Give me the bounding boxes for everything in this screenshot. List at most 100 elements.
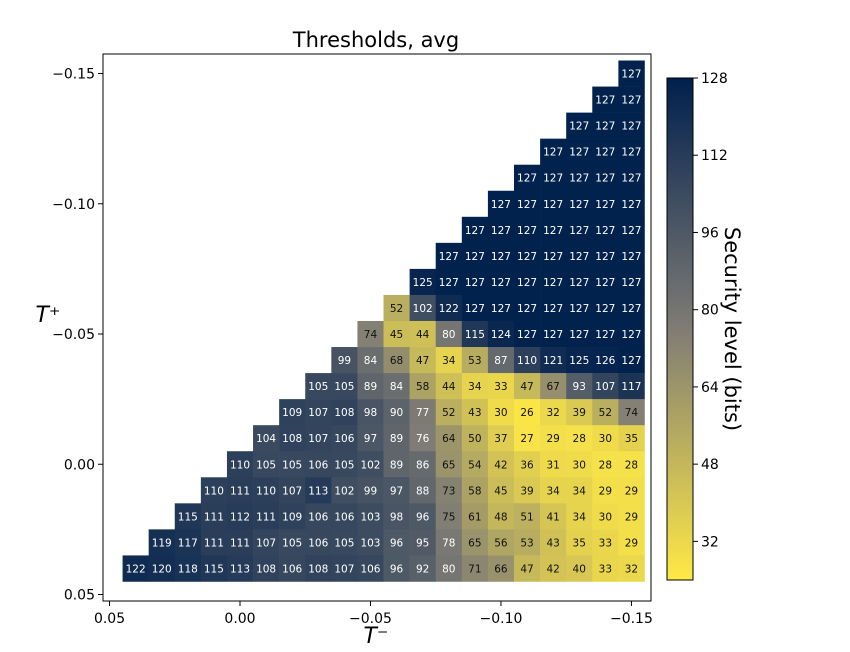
cell-value-label: 127: [465, 277, 485, 289]
heatmap-cell: [540, 373, 567, 400]
cell-value-label: 127: [621, 147, 641, 159]
x-tick-label: 0.05: [94, 611, 125, 627]
cell-value-label: 95: [416, 537, 429, 549]
heatmap-cell: [618, 164, 645, 192]
colorbar-tick-label: 32: [701, 534, 719, 550]
heatmap-cell: [540, 425, 567, 452]
heatmap-cell: [618, 294, 645, 322]
heatmap-cell: [540, 190, 567, 218]
cell-value-label: 40: [573, 563, 586, 575]
cell-value-label: 43: [546, 537, 559, 549]
heatmap-cell: [461, 399, 489, 426]
cell-value-label: 127: [543, 199, 563, 211]
cell-value-label: 127: [543, 277, 563, 289]
cell-value-label: 52: [442, 407, 455, 419]
heatmap-cell: [592, 164, 619, 192]
heatmap-cell: [409, 268, 437, 296]
cell-value-label: 84: [364, 355, 378, 367]
cell-value-label: 103: [360, 537, 380, 549]
heatmap-cell: [618, 451, 645, 478]
heatmap-cell: [592, 138, 619, 166]
heatmap-cell: [357, 373, 384, 400]
cell-value-label: 125: [413, 277, 433, 289]
cell-value-label: 64: [442, 433, 456, 445]
heatmap-cell: [618, 268, 645, 296]
heatmap-cell: [461, 268, 489, 296]
cell-value-label: 110: [256, 485, 276, 497]
heatmap-cell: [383, 477, 410, 504]
heatmap-cell: [514, 451, 541, 478]
cell-value-label: 111: [204, 511, 224, 523]
cell-value-label: 106: [360, 563, 380, 575]
heatmap-cell: [566, 190, 593, 218]
cell-value-label: 127: [543, 251, 563, 263]
heatmap-cell: [592, 216, 619, 244]
cell-value-label: 106: [282, 563, 302, 575]
cell-value-label: 34: [573, 485, 587, 497]
heatmap-cell: [253, 451, 280, 478]
heatmap-cell: [226, 451, 254, 478]
heatmap-cell: [305, 477, 332, 504]
cell-value-label: 106: [334, 511, 354, 523]
cell-value-label: 108: [334, 407, 354, 419]
cell-value-label: 42: [494, 459, 507, 471]
cell-value-label: 29: [546, 433, 559, 445]
cell-value-label: 117: [621, 381, 641, 393]
colorbar-label: Security level (bits): [720, 227, 744, 431]
heatmap-cell: [540, 216, 567, 244]
cell-value-label: 29: [599, 485, 612, 497]
heatmap-cell: [383, 555, 410, 582]
cell-value-label: 127: [569, 199, 589, 211]
heatmap-cell: [279, 529, 306, 556]
heatmap-cell: [514, 555, 541, 582]
cell-value-label: 68: [390, 355, 403, 367]
cell-value-label: 127: [595, 303, 615, 315]
heatmap-cell: [279, 451, 306, 478]
cell-value-label: 97: [390, 485, 403, 497]
cell-value-label: 108: [256, 563, 276, 575]
cell-value-label: 50: [468, 433, 481, 445]
cell-value-label: 35: [573, 537, 586, 549]
cell-value-label: 110: [204, 485, 224, 497]
heatmap-cell: [566, 373, 593, 400]
cell-value-label: 112: [230, 511, 250, 523]
cell-value-label: 32: [546, 407, 559, 419]
cell-value-label: 117: [178, 537, 198, 549]
heatmap-cell: [618, 320, 645, 348]
cell-value-label: 127: [621, 69, 641, 81]
cell-value-label: 107: [308, 407, 328, 419]
cell-value-label: 127: [595, 95, 615, 107]
heatmap-cell: [200, 529, 228, 556]
cell-value-label: 99: [338, 355, 351, 367]
cell-value-label: 106: [308, 511, 328, 523]
heatmap-cell: [357, 477, 384, 504]
heatmap-cell: [540, 320, 567, 348]
cell-value-label: 124: [491, 329, 511, 341]
cell-value-label: 106: [308, 537, 328, 549]
cell-value-label: 52: [390, 303, 403, 315]
heatmap-cell: [357, 451, 384, 478]
cell-value-label: 107: [595, 381, 615, 393]
heatmap-cell: [540, 268, 567, 296]
heatmap-cell: [148, 555, 176, 582]
heatmap-cell: [383, 529, 410, 556]
heatmap-cell: [200, 503, 228, 530]
y-tick-label: −0.05: [52, 327, 95, 343]
heatmap-cell: [618, 555, 645, 582]
heatmap-cell: [122, 555, 149, 582]
cell-value-label: 51: [520, 511, 533, 523]
heatmap-cell: [461, 555, 489, 582]
colorbar-tick-label: 112: [701, 148, 728, 164]
cell-value-label: 37: [494, 433, 507, 445]
cell-value-label: 109: [282, 407, 302, 419]
heatmap-cell: [409, 503, 437, 530]
heatmap-cell: [566, 294, 593, 322]
colorbar-ticks: 32 48 64 80 96 112 128: [693, 71, 728, 550]
cell-value-label: 102: [413, 303, 433, 315]
heatmap-cell: [566, 503, 593, 530]
heatmap-cell: [357, 425, 384, 452]
heatmap-cell: [592, 373, 619, 400]
cell-value-label: 127: [543, 329, 563, 341]
heatmap-cell: [592, 294, 619, 322]
cell-value-label: 92: [416, 563, 429, 575]
